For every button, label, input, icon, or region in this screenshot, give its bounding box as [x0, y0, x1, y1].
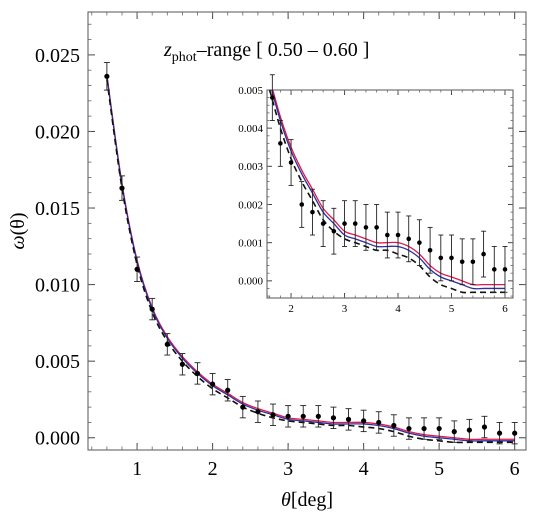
main-x-tick-label: 3: [283, 458, 293, 480]
inset-data-point: [288, 160, 294, 165]
chart-title-range: –range [ 0.50 – 0.60 ]: [196, 39, 370, 61]
y-axis-label-symbol: ω: [7, 235, 29, 249]
inset-data-point: [320, 221, 326, 226]
inset-x-tick-label: 4: [395, 303, 401, 315]
main-data-point: [255, 409, 261, 415]
main-data-point: [361, 418, 367, 424]
inset-data-point: [438, 255, 444, 261]
inset-y-tick-label: 0.005: [238, 85, 263, 97]
y-axis-label: ω(θ): [7, 212, 29, 249]
main-data-point: [149, 306, 155, 312]
inset-x-tick-label: 3: [342, 303, 348, 315]
main-data-point: [194, 370, 201, 377]
main-data-point: [481, 424, 488, 430]
main-y-tick-label: 0.015: [35, 198, 80, 220]
main-data-point: [421, 425, 427, 432]
inset-data-point: [502, 267, 508, 272]
main-data-point: [134, 266, 140, 272]
main-y-tick-label: 0.020: [35, 121, 80, 143]
inset-data-point: [374, 225, 379, 230]
main-points: [103, 62, 518, 445]
main-data-point: [512, 430, 518, 436]
inset-data-point: [310, 209, 315, 215]
y-axis-label-arg: (θ): [7, 212, 29, 235]
main-y-tick-label: 0.000: [35, 428, 80, 450]
inset-y-tick-label: 0.003: [238, 161, 263, 173]
x-axis-label-unit: [deg]: [291, 489, 333, 511]
inset-data-point: [342, 221, 347, 226]
chart-title: zphot–range [ 0.50 – 0.60 ]: [163, 39, 369, 65]
inset-ticks: 2 3 4 5 6 0.000 0.001 0.002 0.003 0.004 0.005: [238, 85, 513, 315]
chart-title-subscript: phot: [172, 50, 197, 65]
main-data-point: [240, 404, 246, 410]
main-data-point: [179, 361, 185, 367]
chart-title-z: z: [163, 39, 172, 61]
main-y-tick-label: 0.005: [35, 351, 80, 373]
inset-plot-frame: [266, 89, 514, 299]
main-data-point: [496, 430, 503, 436]
inset-data-point: [352, 221, 358, 226]
main-data-point: [330, 415, 337, 421]
main-data-point: [345, 416, 352, 422]
main-y-tick-label: 0.025: [35, 45, 80, 67]
inset-data-point: [481, 251, 486, 257]
inset-data-point: [417, 240, 422, 245]
inset-y-tick-label: 0.002: [238, 199, 263, 211]
inset-data-point: [278, 141, 283, 146]
inset-x-tick-label: 2: [288, 303, 294, 315]
inset-data-point: [385, 232, 390, 238]
inset-y-tick-label: 0.000: [238, 276, 263, 288]
inset-data-point: [299, 202, 305, 207]
main-data-point: [210, 381, 216, 387]
inset-data-point: [406, 236, 412, 242]
main-model-curve-blue: [106, 76, 515, 442]
main-data-point: [466, 427, 472, 433]
inset-data-point: [270, 95, 275, 100]
inset-x-tick-label: 6: [502, 303, 508, 315]
main-y-tick-label: 0.010: [35, 275, 80, 297]
inset-points: [269, 74, 508, 293]
main-ticks: 1 2 3 4 5 6 0.000 0.005 0.010 0.015 0.020 0.025: [35, 12, 526, 480]
inset-data-point: [331, 228, 337, 234]
main-data-point: [406, 425, 412, 432]
main-data-point: [436, 425, 442, 432]
inset-data-point: [449, 255, 454, 261]
main-model-curve-red: [106, 74, 515, 441]
inset-data-point: [459, 259, 465, 265]
main-data-point: [391, 422, 397, 429]
main-x-tick-label: 1: [132, 458, 142, 480]
main-data-point: [104, 73, 110, 79]
main-data-point: [285, 413, 291, 419]
inset-data-point: [427, 247, 433, 253]
x-axis-label-symbol: θ: [281, 489, 291, 511]
inset-data-point: [491, 267, 497, 272]
x-axis-label: θ[deg]: [281, 489, 333, 511]
main-data-point: [270, 412, 276, 418]
main-x-tick-label: 2: [208, 458, 218, 480]
inset-data-point: [395, 232, 401, 238]
main-data-point: [376, 419, 382, 426]
inset-data-point: [470, 259, 476, 265]
main-data-point: [315, 413, 321, 419]
main-data-point: [451, 429, 457, 435]
main-x-tick-label: 6: [510, 458, 520, 480]
main-data-point: [164, 341, 170, 347]
main-data-point: [119, 185, 125, 191]
main-data-point: [225, 387, 231, 393]
main-x-tick-label: 5: [434, 458, 444, 480]
inset-y-tick-label: 0.004: [238, 123, 263, 135]
main-plot-frame: [87, 11, 527, 451]
main-x-tick-label: 4: [359, 458, 369, 480]
inset-x-tick-label: 5: [449, 303, 455, 315]
inset-data-point: [363, 225, 369, 230]
main-data-point: [300, 413, 306, 419]
inset-y-tick-label: 0.001: [238, 238, 263, 250]
